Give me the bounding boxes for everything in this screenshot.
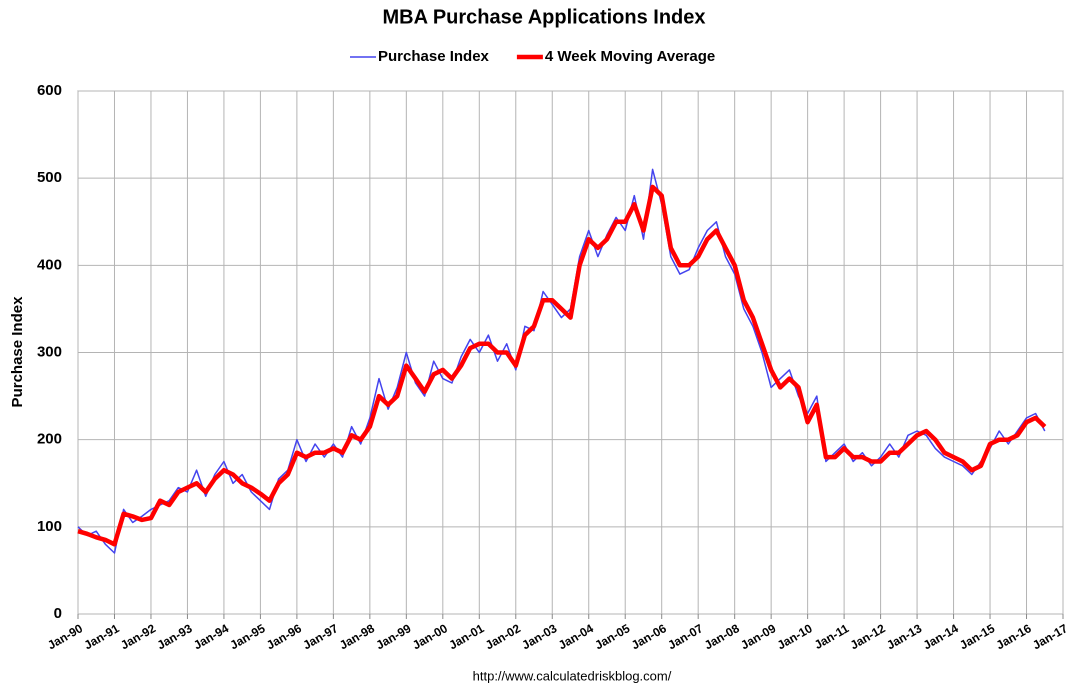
x-tick-label: Jan-91 — [82, 621, 122, 652]
x-tick-label: Jan-04 — [556, 621, 596, 652]
x-tick-label: Jan-03 — [519, 621, 559, 652]
x-tick-label: Jan-06 — [629, 621, 669, 652]
x-tick-label: Jan-17 — [1030, 621, 1070, 652]
x-tick-label: Jan-98 — [337, 621, 377, 652]
chart-title: MBA Purchase Applications Index — [382, 6, 705, 28]
legend-label: Purchase Index — [378, 48, 490, 65]
series-line — [77, 184, 1047, 547]
y-tick-label: 200 — [37, 431, 62, 448]
x-tick-label: Jan-12 — [848, 621, 888, 652]
x-tick-label: Jan-00 — [410, 621, 450, 652]
x-tick-label: Jan-95 — [228, 621, 268, 652]
x-tick-label: Jan-11 — [812, 621, 852, 652]
x-tick-label: Jan-01 — [446, 621, 486, 652]
x-tick-label: Jan-09 — [738, 621, 778, 652]
x-tick-label: Jan-93 — [155, 621, 195, 652]
y-tick-label: 100 — [37, 518, 62, 535]
source: http://www.calculatedriskblog.com/ — [473, 668, 672, 683]
x-tick-label: Jan-99 — [373, 621, 413, 652]
x-tick-label: Jan-08 — [702, 621, 742, 652]
x-tick-label: Jan-10 — [775, 621, 815, 652]
x-tick-label: Jan-02 — [483, 621, 523, 652]
y-tick-label: 600 — [37, 82, 62, 99]
legend-label: 4 Week Moving Average — [545, 48, 715, 65]
y-tick-label: 0 — [54, 605, 62, 622]
x-tick-label: Jan-92 — [118, 621, 158, 652]
x-tick-label: Jan-90 — [45, 621, 85, 652]
y-tick-label: 400 — [37, 256, 62, 273]
x-tick-label: Jan-16 — [994, 621, 1034, 652]
x-tick-label: Jan-15 — [957, 621, 997, 652]
x-tick-label: Jan-94 — [191, 621, 231, 652]
x-tick-label: Jan-07 — [665, 621, 705, 652]
x-tick-label: Jan-14 — [921, 621, 961, 652]
y-tick-label: 300 — [37, 343, 62, 360]
x-tick-label: Jan-05 — [592, 621, 632, 652]
y-tick-label: 500 — [37, 169, 62, 186]
x-tick-label: Jan-13 — [884, 621, 924, 652]
x-tick-label: Jan-97 — [301, 621, 341, 652]
y-axis-label: Purchase Index — [9, 296, 26, 408]
x-tick-label: Jan-96 — [264, 621, 304, 652]
